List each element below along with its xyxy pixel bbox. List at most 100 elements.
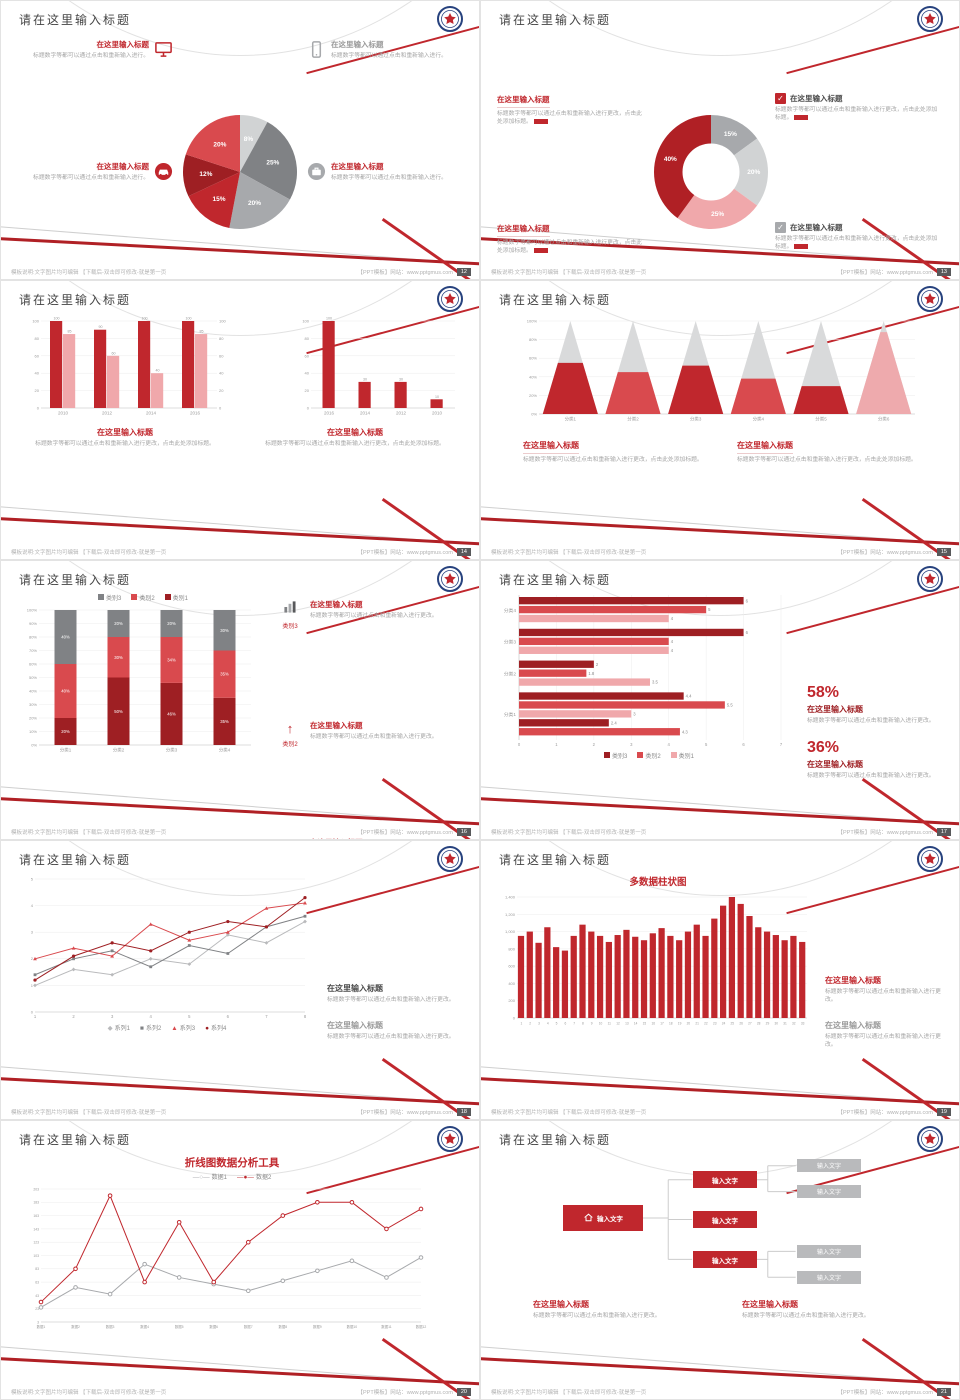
svg-text:20%: 20%	[213, 141, 226, 148]
svg-text:15: 15	[643, 1022, 647, 1026]
top-arc	[1, 561, 479, 616]
svg-text:28: 28	[757, 1022, 761, 1026]
red-tag	[533, 247, 548, 253]
svg-text:90: 90	[99, 325, 103, 329]
svg-text:103: 103	[33, 1254, 39, 1258]
flow-mid-node[interactable]: 输入文字	[693, 1171, 757, 1188]
chart-legend: 类别3 类别2 类别1	[497, 751, 801, 760]
legend-item: ● 系列4	[205, 1025, 227, 1032]
svg-text:43: 43	[35, 1294, 39, 1298]
slide-line-analysis[interactable]: 请在这里输入标题 折线图数据分析工具 —○— 数据1 —●— 数据2 3 23 43 63…	[0, 1120, 480, 1400]
school-logo-icon	[917, 286, 943, 312]
svg-text:20%: 20%	[529, 393, 537, 398]
block-title: 在这里输入标题	[742, 1300, 798, 1309]
bar-chart-icon	[282, 601, 298, 619]
footer-note: 模板说明:文字图片均可编辑 【下载后-双击即可修改-就是第一页	[491, 1110, 647, 1116]
svg-text:80: 80	[305, 336, 310, 341]
chart-title: 折线图数据分析工具	[184, 1157, 280, 1169]
svg-text:2012: 2012	[102, 411, 113, 416]
slide-stacked-bars[interactable]: 请在这里输入标题 类别3 类别2 类别1 0% 10% 20% 30% 40% 50% 60…	[0, 560, 480, 840]
svg-text:分类2: 分类2	[504, 670, 517, 677]
flow-leaf-node[interactable]: 输入文字	[797, 1271, 861, 1284]
svg-text:1,000: 1,000	[505, 929, 516, 934]
svg-text:23: 23	[713, 1022, 717, 1026]
checkbox-icon[interactable]: ✓	[775, 92, 786, 104]
footer-note: 模板说明:文字图片均可编辑 【下载后-双击即可修改-就是第一页	[491, 830, 647, 836]
svg-text:80: 80	[219, 336, 224, 341]
flow-mid-node[interactable]: 输入文字	[693, 1211, 757, 1228]
svg-text:分类1: 分类1	[504, 711, 517, 718]
legend-item: 类别1	[670, 751, 694, 760]
slide-pie-infographic[interactable]: 请在这里输入标题 在这里输入标题标题数字等都可以通过点击和重新输入进行。 在这里…	[0, 0, 480, 280]
checkbox-icon[interactable]: ✓	[775, 221, 786, 233]
svg-text:数据3: 数据3	[106, 1324, 115, 1329]
legend-item: 类别2	[131, 593, 155, 602]
svg-text:17: 17	[660, 1022, 664, 1026]
legend-marker: ■	[140, 1025, 144, 1032]
red-tag	[794, 114, 809, 120]
legend-marker: ▲	[171, 1025, 178, 1032]
slide-hbar-stats[interactable]: 请在这里输入标题 0 1 2 3 4 5 6 7 分类4 6 5 4 分类3 6 4 4 分类2 2 1.8 3.5 分…	[480, 560, 960, 840]
svg-text:0: 0	[219, 406, 222, 411]
text-block: 在这里输入标题 标题数字等都可以通过点击和重新输入进行更改。	[327, 1020, 463, 1041]
flow-leaf-node[interactable]: 输入文字	[797, 1159, 861, 1172]
svg-text:30: 30	[399, 377, 403, 381]
block-title: 在这里输入标题	[737, 440, 793, 454]
svg-text:40: 40	[219, 371, 224, 376]
pyramid-chart: 0% 20% 40% 60% 80% 100% 分类1 分类2 分类3 分类4 分类5 分类6	[519, 315, 921, 425]
chart-panel: 类别3 类别2 类别1 0% 10% 20% 30% 40% 50% 60% 70% 80% 90…	[17, 593, 269, 839]
svg-text:10: 10	[599, 1022, 603, 1026]
text-block: 在这里输入标题 标题数字等都可以通过点击和重新输入进行更改。	[533, 1299, 698, 1320]
text-block: 在这里输入标题 标题数字等都可以通过点击和重新输入进行更改。	[327, 983, 463, 1004]
svg-text:23: 23	[35, 1307, 39, 1311]
svg-text:60: 60	[305, 353, 310, 358]
svg-text:40%: 40%	[61, 689, 70, 694]
text-block: 在这里输入标题 标题数字等都可以通过点击和重新输入进行更改。	[825, 1020, 943, 1049]
flow-leaf-node[interactable]: 输入文字	[797, 1245, 861, 1258]
item-desc: 标题数字等都可以通过点击和重新输入进行更改，点击此处添加标题。	[497, 239, 642, 254]
svg-text:26: 26	[739, 1022, 743, 1026]
flow-root-node[interactable]: 输入文字	[563, 1205, 643, 1231]
svg-text:100: 100	[142, 317, 148, 321]
slide-title: 请在这里输入标题	[19, 13, 132, 27]
top-arc	[481, 561, 959, 616]
chart-title: 多数据柱状图	[629, 877, 687, 888]
node-label: 输入文字	[816, 1250, 841, 1256]
item-tag: 类别3	[282, 624, 298, 630]
svg-text:4: 4	[671, 639, 674, 644]
item-title: 在这里输入标题	[310, 600, 363, 609]
flow-mid-node[interactable]: 输入文字	[693, 1251, 757, 1268]
top-arc	[1, 841, 479, 896]
footer-note: 模板说明:文字图片均可编辑 【下载后-双击即可修改-就是第一页	[11, 830, 167, 836]
item-desc: 标题数字等都可以通过点击和重新输入进行。	[33, 53, 149, 59]
block-title: 在这里输入标题	[825, 1021, 881, 1030]
item-title: 在这里输入标题	[497, 94, 550, 108]
right-label-column: ✓ 在这里输入标题 标题数字等都可以通过点击和重新输入进行更改，点击此处添加标题。 …	[775, 33, 943, 279]
footer-note: 模板说明:文字图片均可编辑 【下载后-双击即可修改-就是第一页	[491, 1390, 647, 1396]
svg-text:20%: 20%	[167, 621, 176, 626]
chart-panel: 0 1 2 3 4 5 6 7 分类4 6 5 4 分类3 6 4 4 分类2 2 1.8 3.5 分类1 4.4 5.5 3…	[497, 593, 801, 839]
text-block: 在这里输入标题 标题数字等都可以通过点击和重新输入进行更改，点击此处添加标题。	[523, 435, 703, 464]
dual-line-chart: 3 23 43 63 83 103 123 143 163 183 203 数据1 数据2 数据3 数据4 数…	[23, 1183, 427, 1333]
school-logo-icon	[917, 1126, 943, 1152]
item-desc: 标题数字等都可以通过点击和重新输入进行更改，点击此处添加标题。	[497, 110, 642, 125]
slide-column-chart[interactable]: 请在这里输入标题 多数据柱状图 0 200 400 600 800 1,000 1,200 1…	[480, 840, 960, 1120]
legend-item: 类别2	[637, 751, 661, 760]
item-title: 在这里输入标题	[331, 40, 384, 49]
slide-bar-charts[interactable]: 请在这里输入标题 0 0 20 20 40 40 60 60 80 80 100 100 100 85 20…	[0, 280, 480, 560]
flow-leaf-node[interactable]: 输入文字	[797, 1185, 861, 1198]
text-block: 在这里输入标题 标题数字等都可以通过点击和重新输入进行更改。	[742, 1299, 907, 1320]
slide-flow-diagram[interactable]: 请在这里输入标题 输入文字 输入文字 输入文字 输入文字 输入文字 输入文字 输…	[480, 1120, 960, 1400]
chart-legend: 类别3 类别2 类别1	[17, 593, 269, 602]
monitor-icon	[154, 40, 173, 59]
block-desc: 标题数字等都可以通过点击和重新输入进行更改。	[533, 1313, 661, 1319]
svg-text:3: 3	[630, 742, 633, 747]
svg-text:4.4: 4.4	[686, 694, 692, 699]
item-title: 在这里输入标题	[96, 40, 150, 49]
slide-donut-checklist[interactable]: 请在这里输入标题 在这里输入标题 标题数字等都可以通过点击和重新输入进行更改，点击…	[480, 0, 960, 280]
svg-text:数据4: 数据4	[140, 1324, 149, 1329]
legend-item: —●— 数据2	[237, 1174, 272, 1181]
svg-text:1,400: 1,400	[505, 895, 516, 900]
slide-pyramid-chart[interactable]: 请在这里输入标题 0% 20% 40% 60% 80% 100% 分类1 分类2 分类3 分类4 分…	[480, 280, 960, 560]
